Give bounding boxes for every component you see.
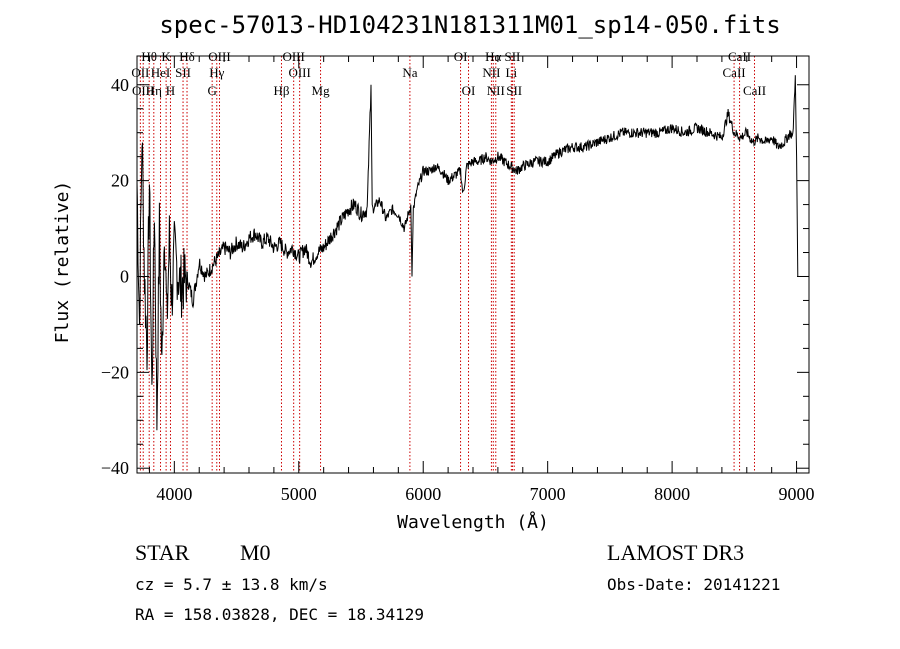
spectral-line-label: Hγ (209, 65, 224, 80)
spectral-line-label: SII (506, 83, 522, 98)
y-tick-label: −20 (101, 362, 129, 382)
y-tick-label: 40 (111, 75, 129, 95)
spectral-lines-layer (139, 56, 755, 473)
spectral-line-label: G (207, 83, 216, 98)
x-tick-label: 6000 (405, 484, 441, 504)
y-tick-label: 0 (120, 266, 129, 286)
spectral-line-label: OIII (288, 65, 310, 80)
x-tick-label: 4000 (156, 484, 192, 504)
spectral-line-label: NII (487, 83, 505, 98)
x-tick-label: 7000 (530, 484, 566, 504)
chart-title: spec-57013-HD104231N181311M01_sp14-050.f… (159, 11, 780, 39)
survey-name: LAMOST DR3 (607, 540, 745, 565)
spectral-line-label: CaII (743, 83, 766, 98)
y-tick-label: 20 (111, 171, 129, 191)
object-subclass: M0 (240, 540, 271, 565)
spectral-line-label: OIII (132, 83, 154, 98)
spectrum-series-line (137, 75, 799, 431)
object-class: STAR (135, 540, 190, 565)
y-axis-label: Flux (relative) (52, 181, 73, 344)
spectral-line-label: Li (506, 65, 518, 80)
spectral-line-label: Hη (146, 83, 162, 98)
x-tick-label: 5000 (281, 484, 317, 504)
y-tick-label: −40 (101, 458, 129, 478)
spectral-line-label: OI (462, 83, 476, 98)
spectral-line-label: Na (402, 65, 417, 80)
spectral-line-label: Mg (312, 83, 331, 98)
spectral-line-label: H (166, 83, 175, 98)
ra-dec: RA = 158.03828, DEC = 18.34129 (135, 605, 424, 624)
spectral-line-label: HeI (151, 65, 171, 80)
axis-ticks: 4000 5000 6000 7000 8000 9000 −40 −20 0 20 40 (101, 56, 815, 504)
spectral-line-label: NII (482, 65, 500, 80)
spectral-line-label: SII (175, 65, 191, 80)
spectral-line-label: CaII (723, 65, 746, 80)
x-tick-label: 8000 (654, 484, 690, 504)
x-tick-label: 9000 (779, 484, 815, 504)
plot-frame (136, 55, 810, 474)
spectral-line-label: Hβ (273, 83, 289, 98)
x-axis-label: Wavelength (Å) (397, 511, 549, 533)
spectral-line-label: OII (131, 65, 149, 80)
redshift-cz: cz = 5.7 ± 13.8 km/s (135, 575, 328, 594)
obs-date: Obs-Date: 20141221 (607, 575, 781, 594)
